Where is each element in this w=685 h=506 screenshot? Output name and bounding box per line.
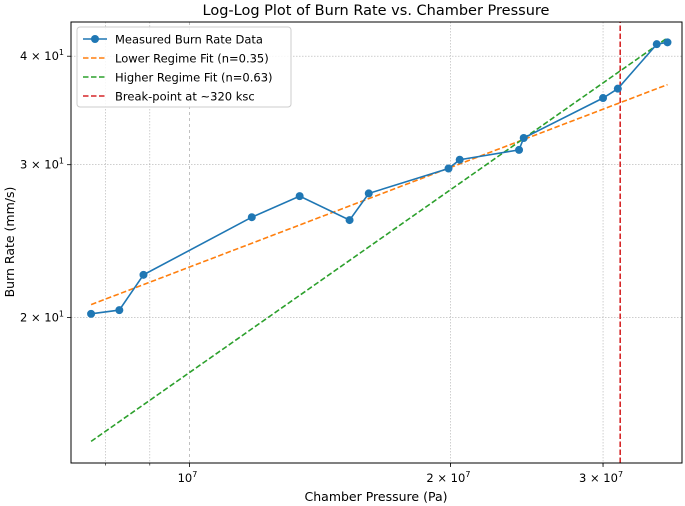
x-tick-label: 2 × 107 xyxy=(426,470,470,485)
data-point xyxy=(139,270,148,279)
data-point xyxy=(87,309,96,318)
plot-frame xyxy=(70,21,683,464)
y-tick-label: 4 × 101 xyxy=(20,48,64,63)
legend: Measured Burn Rate Data Lower Regime Fit … xyxy=(76,26,292,108)
plot-area xyxy=(87,22,672,463)
legend-box xyxy=(76,26,292,108)
data-point xyxy=(652,40,661,49)
data-point xyxy=(599,94,608,103)
x-tick-label: 3 × 107 xyxy=(579,470,623,485)
data-point xyxy=(295,192,304,201)
series-line-lower-regime-fit-n-0-35 xyxy=(90,83,668,306)
data-point xyxy=(115,306,124,315)
x-tick-label: 107 xyxy=(178,470,198,485)
data-point xyxy=(247,213,256,222)
data-point xyxy=(613,84,622,93)
legend-marker xyxy=(91,35,99,43)
data-point xyxy=(364,189,373,198)
y-tick-label: 2 × 101 xyxy=(20,310,64,325)
y-tick-label: 3 × 101 xyxy=(20,157,64,172)
data-point xyxy=(519,134,528,143)
data-point xyxy=(663,38,672,47)
series-line-higher-regime-fit-n-0-63 xyxy=(90,37,668,443)
data-point xyxy=(455,155,464,164)
legend-label-break-point-at-320-ksc: Break-point at ~320 ksc xyxy=(115,90,255,104)
legend-label-measured-burn-rate-data: Measured Burn Rate Data xyxy=(115,33,263,47)
legend-label-higher-regime-fit-n-0-63: Higher Regime Fit (n=0.63) xyxy=(115,71,273,85)
chart-title: Log-Log Plot of Burn Rate vs. Chamber Pr… xyxy=(203,3,550,19)
x-axis-label: Chamber Pressure (Pa) xyxy=(305,489,448,504)
legend-label-lower-regime-fit-n-0-35: Lower Regime Fit (n=0.35) xyxy=(115,52,269,66)
y-axis-label: Burn Rate (mm/s) xyxy=(2,187,17,298)
axis-ticks: 107 2 × 107 3 × 107 2 × 101 3 × 101 4 × 101 xyxy=(20,48,623,485)
data-point xyxy=(444,164,453,173)
data-point xyxy=(345,216,354,225)
data-point xyxy=(515,145,524,154)
